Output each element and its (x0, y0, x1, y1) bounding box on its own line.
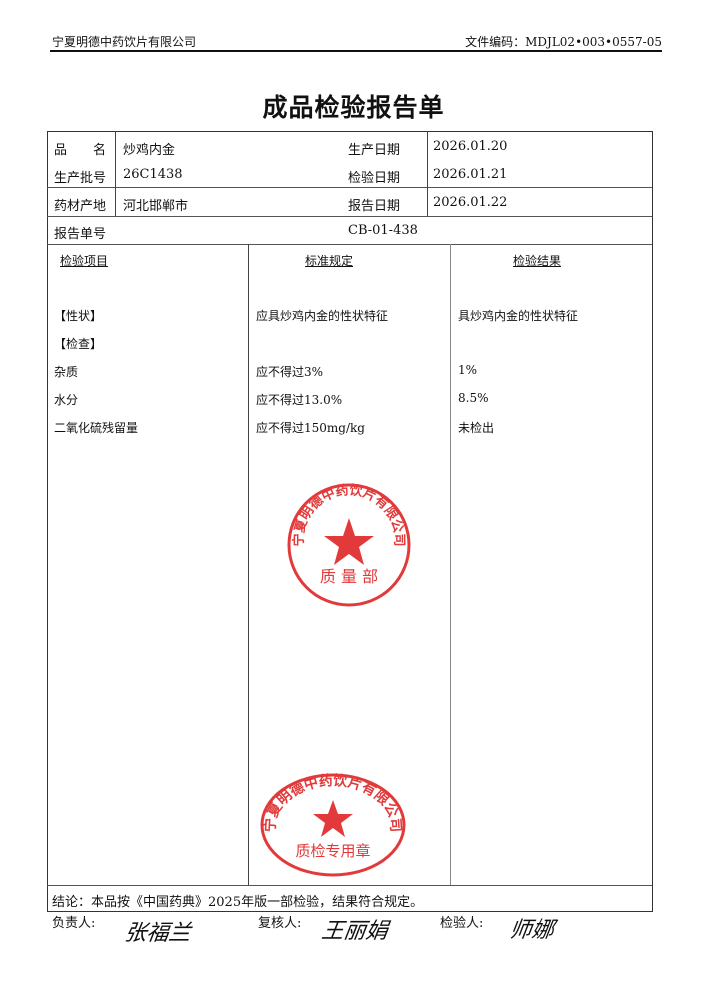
responsible-signature: 张福兰 (122, 921, 193, 946)
col-divider (248, 244, 249, 885)
row-divider (47, 187, 652, 188)
reviewer-label: 复核人: (258, 916, 302, 931)
prod-date: 2026.01.20 (433, 139, 508, 154)
svg-text:质检专用章: 质检专用章 (295, 842, 370, 860)
result: 具炒鸡内金的性状特征 (458, 309, 579, 323)
header-item: 检验项目 (60, 254, 109, 268)
company-name: 宁夏明德中药饮片有限公司 (52, 35, 197, 49)
name-label: 品 名 (54, 143, 107, 158)
result: 未检出 (458, 421, 495, 435)
header-result: 检验结果 (513, 254, 562, 268)
inspector-label: 检验人: (440, 916, 484, 931)
report-no: CB-01-438 (348, 223, 418, 238)
document-number: 文件编码：MDJL02•003•0557-05 (465, 35, 662, 49)
item: 水分 (54, 393, 79, 407)
report-date-label: 报告日期 (348, 199, 401, 214)
test-date-label: 检验日期 (348, 171, 401, 186)
standard: 应不得过3% (256, 365, 324, 379)
batch-label: 生产批号 (54, 171, 107, 186)
responsible-label: 负责人: (52, 916, 96, 931)
standard: 应具炒鸡内金的性状特征 (256, 309, 389, 323)
origin-label: 药材产地 (54, 199, 107, 214)
quality-dept-stamp: 宁夏明德中药饮片有限公司 质 量 部 (287, 482, 411, 607)
standard: 应不得过150mg/kg (256, 421, 365, 435)
svg-text:质 量 部: 质 量 部 (320, 567, 378, 586)
result: 8.5% (458, 391, 489, 405)
report-table (47, 131, 653, 912)
prod-date-label: 生产日期 (348, 143, 401, 158)
col-divider (115, 131, 116, 216)
item: 杂质 (54, 365, 79, 379)
standard: 应不得过13.0% (256, 393, 343, 407)
item: 二氧化硫残留量 (54, 421, 139, 435)
col-divider (427, 131, 428, 216)
report-no-label: 报告单号 (54, 227, 107, 242)
result: 1% (458, 363, 478, 377)
row-divider (47, 244, 652, 245)
page-title: 成品检验报告单 (262, 93, 445, 122)
item: 【性状】 (54, 309, 103, 323)
header-standard: 标准规定 (305, 254, 354, 268)
test-date: 2026.01.21 (433, 167, 508, 182)
reviewer-signature: 王丽娟 (319, 919, 390, 944)
col-divider (450, 244, 451, 885)
origin: 河北邯郸市 (123, 199, 189, 214)
conclusion: 结论：本品按《中国药典》2025年版一部检验，结果符合规定。 (52, 895, 424, 910)
product-name: 炒鸡内金 (123, 143, 176, 158)
row-divider (47, 885, 652, 886)
header-divider (50, 50, 662, 52)
row-divider (47, 216, 652, 217)
batch-number: 26C1438 (123, 167, 183, 182)
item: 【检查】 (54, 337, 103, 351)
quality-inspection-stamp: 宁夏明德中药饮片有限公司 质检专用章 (260, 772, 406, 877)
report-date: 2026.01.22 (433, 195, 508, 210)
inspector-signature: 师娜 (507, 918, 556, 943)
